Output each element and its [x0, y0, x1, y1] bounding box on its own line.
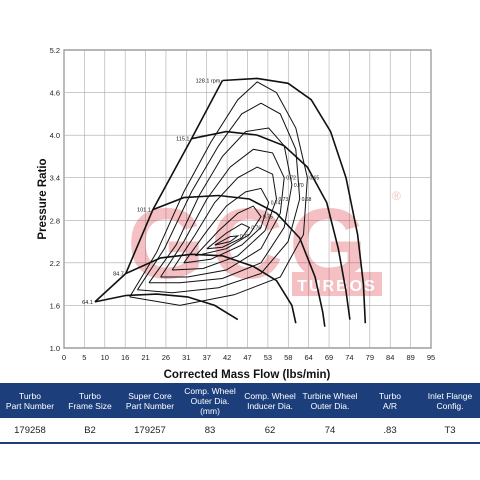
x-tick-labels: 0 5 10 16 21 26 31 37 42 47 53 58 64 69 74 79 84 89 95 — [62, 353, 435, 362]
speed-line — [94, 293, 239, 321]
spec-cell: .83 — [360, 418, 420, 444]
spec-table-row: 179258 B2 179257 83 62 74.83 T3 — [0, 418, 480, 444]
spec-cell: 62 — [240, 418, 300, 444]
efficiency-islands: 0.650.680.700.720.730.740.750.760.77 — [129, 81, 319, 306]
efficiency-island — [214, 235, 240, 246]
efficiency-label: 0.76 — [251, 225, 261, 231]
efficiency-label: 0.68 — [302, 197, 312, 203]
speed-label: 84.7 — [113, 272, 124, 278]
x-tick-label: 37 — [203, 353, 211, 362]
turbo-spec-table: Turbo Part Number Turbo Frame Size Super Cor… — [0, 383, 480, 444]
spec-column-header: Turbo Part Number — [0, 383, 60, 418]
efficiency-island — [194, 205, 262, 257]
compressor-map-chart: GCG TURBOS ® 0.650.680.700.720.730.740.7… — [37, 46, 435, 381]
efficiency-island — [129, 81, 308, 306]
spec-column-header: Turbo Frame Size — [60, 383, 120, 418]
spec-column-header: Turbine Wheel Outer Dia. — [300, 383, 360, 418]
svg-text:®: ® — [392, 189, 401, 203]
y-tick-label: 2.8 — [50, 216, 60, 225]
x-tick-label: 10 — [101, 353, 109, 362]
x-tick-label: 69 — [325, 353, 333, 362]
y-tick-label: 2.2 — [50, 259, 60, 268]
y-tick-label: 4.0 — [50, 131, 60, 140]
efficiency-label: 0.70 — [294, 183, 304, 189]
efficiency-label: 0.74 — [271, 201, 281, 207]
y-tick-label: 5.2 — [50, 46, 60, 55]
speed-label: 128.1 rpm — [196, 79, 221, 85]
speed-line — [191, 130, 351, 320]
y-tick-label: 4.6 — [50, 89, 60, 98]
x-tick-label: 53 — [264, 353, 272, 362]
speed-label: 101.1 — [137, 208, 151, 214]
spec-cell: B2 — [60, 418, 120, 444]
x-tick-label: 47 — [243, 353, 251, 362]
y-axis-label: Pressure Ratio — [37, 158, 49, 239]
x-tick-label: 5 — [82, 353, 86, 362]
x-tick-label: 42 — [223, 353, 231, 362]
speed-line — [152, 194, 326, 327]
spec-column-header: Inlet Flange Config. — [420, 383, 480, 418]
y-tick-label: 3.4 — [50, 174, 60, 183]
efficiency-label: 0.77 — [240, 234, 250, 240]
efficiency-label: 0.73 — [278, 197, 288, 203]
spec-column-header: Super Core Part Number — [120, 383, 180, 418]
y-tick-labels: 1.0 1.6 2.2 2.8 3.4 4.0 4.6 5.2 — [50, 46, 60, 353]
x-tick-label: 16 — [121, 353, 129, 362]
spec-cell: T3 — [420, 418, 480, 444]
efficiency-island — [136, 102, 301, 294]
x-tick-label: 31 — [182, 353, 190, 362]
spec-table-header-row: Turbo Part Number Turbo Frame Size Super Cor… — [0, 383, 480, 418]
efficiency-label: 0.75 — [263, 215, 273, 221]
spec-column-header: Turbo A/R — [360, 383, 420, 418]
spec-cell: 74 — [300, 418, 360, 444]
spec-column-header: Comp. Wheel Inducer Dia. — [240, 383, 300, 418]
speed-line — [222, 77, 367, 324]
speed-line — [125, 253, 297, 324]
speed-label: 115.1 — [176, 137, 189, 143]
speed-lines: 64.1 84.7 101.1 115.1 128.1 rpm — [82, 77, 367, 327]
x-tick-label: 58 — [284, 353, 292, 362]
x-tick-label: 26 — [162, 353, 170, 362]
x-tick-label: 21 — [141, 353, 149, 362]
spec-cell: 179258 — [0, 418, 60, 444]
x-axis-label: Corrected Mass Flow (lbs/min) — [164, 369, 331, 381]
spec-column-header: Comp. Wheel Outer Dia. (mm) — [180, 383, 240, 418]
efficiency-label: 0.72 — [286, 176, 296, 182]
x-tick-label: 79 — [366, 353, 374, 362]
y-tick-label: 1.6 — [50, 301, 60, 310]
spec-cell: 179257 — [120, 418, 180, 444]
x-tick-label: 95 — [427, 353, 435, 362]
x-tick-label: 0 — [62, 353, 66, 362]
y-tick-label: 1.0 — [50, 344, 60, 353]
x-tick-label: 74 — [345, 353, 353, 362]
svg-text:TURBOS: TURBOS — [297, 278, 377, 295]
x-tick-label: 84 — [386, 353, 394, 362]
efficiency-island — [171, 166, 278, 271]
spec-cell: 83 — [180, 418, 240, 444]
efficiency-island — [206, 223, 251, 250]
x-tick-label: 89 — [406, 353, 414, 362]
x-tick-label: 64 — [304, 353, 312, 362]
efficiency-island — [183, 187, 270, 264]
speed-label: 64.1 — [82, 300, 93, 306]
efficiency-island — [160, 148, 285, 278]
